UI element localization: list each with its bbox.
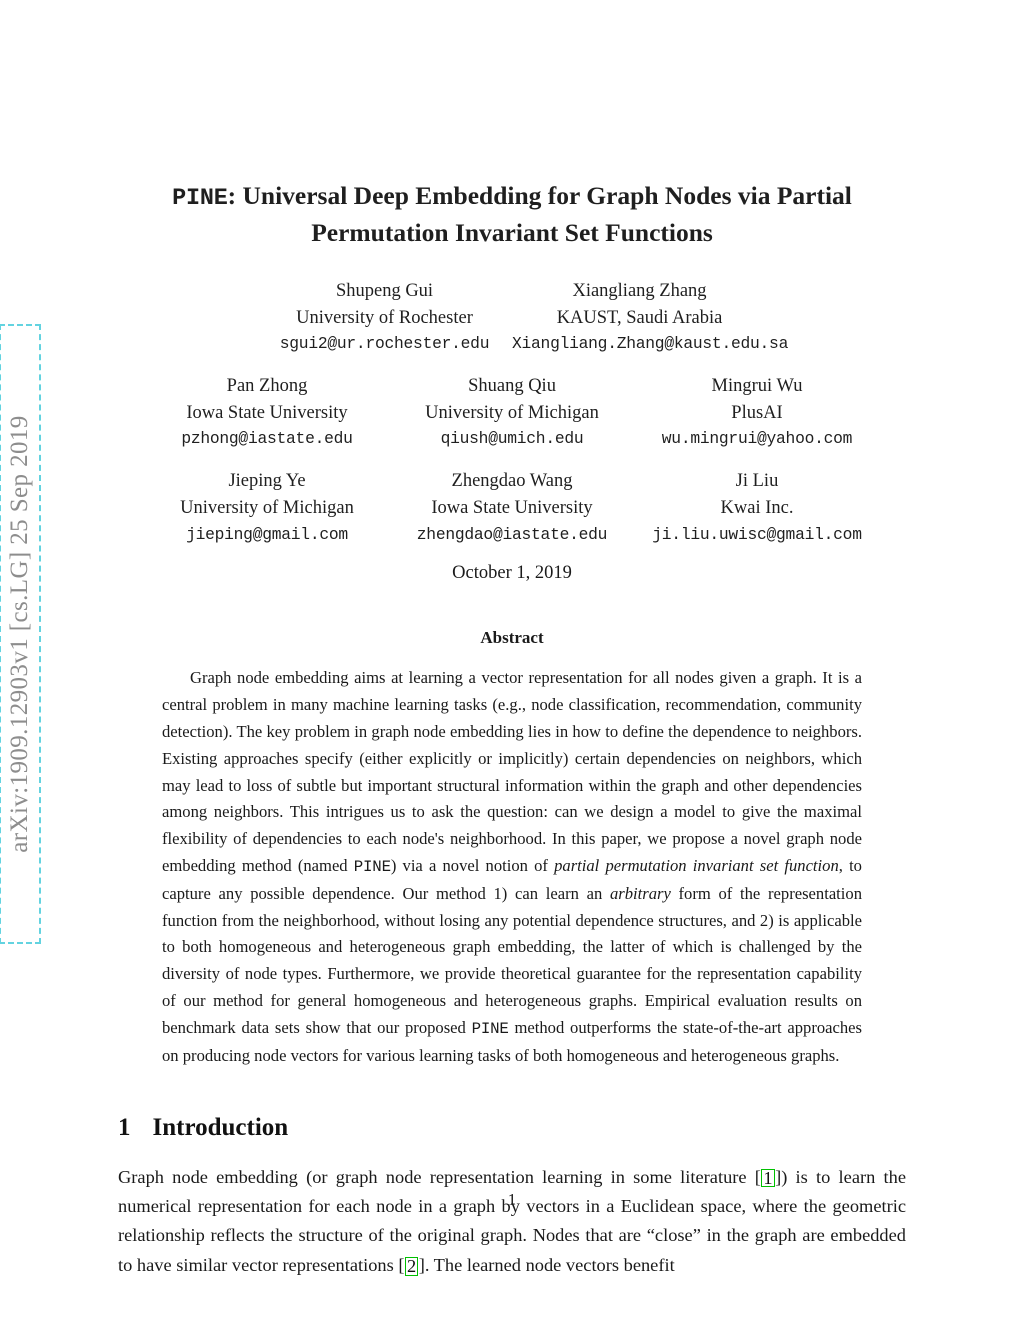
publication-date: October 1, 2019 bbox=[452, 563, 572, 584]
abstract-italic-term: arbitrary bbox=[609, 883, 671, 903]
author-entry: Shuang Qiu University of Michigan qiush@… bbox=[390, 373, 635, 451]
author-name: Pan Zhong bbox=[226, 375, 308, 396]
paper-title: PINE: Universal Deep Embedding for Graph… bbox=[118, 178, 906, 252]
author-email[interactable]: Xiangliang.Zhang@kaust.edu.sa bbox=[512, 333, 789, 353]
author-affiliation: University of Michigan bbox=[180, 498, 354, 519]
author-email[interactable]: ji.liu.uwisc@gmail.com bbox=[652, 524, 862, 544]
author-affiliation: KAUST, Saudi Arabia bbox=[556, 307, 723, 328]
author-email[interactable]: qiush@umich.edu bbox=[440, 429, 584, 449]
abstract-heading: Abstract bbox=[480, 628, 544, 648]
author-email[interactable]: jieping@gmail.com bbox=[186, 524, 348, 544]
author-name: Mingrui Wu bbox=[711, 375, 803, 396]
author-name: Shupeng Gui bbox=[335, 280, 434, 301]
author-name: Zhengdao Wang bbox=[451, 471, 573, 492]
author-entry: Zhengdao Wang Iowa State University zhen… bbox=[390, 468, 635, 546]
citation-link-1[interactable]: 1 bbox=[761, 1167, 775, 1188]
author-name: Xiangliang Zhang bbox=[572, 280, 707, 301]
author-entry: Xiangliang Zhang KAUST, Saudi Arabia Xia… bbox=[512, 278, 789, 356]
title-line1-rest: : Universal Deep Embedding for Graph Nod… bbox=[227, 181, 852, 210]
abstract-text-part: Graph node embedding aims at learning a … bbox=[162, 668, 862, 876]
paper-page: PINE: Universal Deep Embedding for Graph… bbox=[118, 0, 906, 1325]
author-block: Shupeng Gui University of Rochester sgui… bbox=[118, 278, 906, 547]
author-entry: Pan Zhong Iowa State University pzhong@i… bbox=[145, 373, 390, 451]
arxiv-identifier-stamp: arXiv:1909.12903v1 [cs.LG] 25 Sep 2019 bbox=[0, 324, 41, 944]
intro-text-part: Graph node embedding (or graph node repr… bbox=[118, 1166, 755, 1187]
intro-text-part: ) is to learn the numerical representati… bbox=[118, 1166, 906, 1275]
abstract-text-part: , to capture any possible dependence. Ou… bbox=[162, 856, 862, 903]
abstract-mono-pine: PINE bbox=[353, 858, 391, 877]
author-email[interactable]: wu.mingrui@yahoo.com bbox=[661, 429, 853, 449]
author-affiliation: University of Michigan bbox=[425, 403, 599, 424]
abstract-italic-term: partial permutation invariant set functi… bbox=[554, 856, 839, 876]
author-affiliation: Iowa State University bbox=[186, 403, 348, 424]
author-affiliation: University of Rochester bbox=[296, 307, 473, 328]
author-email[interactable]: sgui2@ur.rochester.edu bbox=[279, 333, 490, 353]
author-entry: Mingrui Wu PlusAI wu.mingrui@yahoo.com bbox=[635, 373, 880, 451]
author-affiliation: Kwai Inc. bbox=[720, 498, 794, 519]
citation-link-2[interactable]: 2 bbox=[404, 1255, 419, 1276]
author-entry: Jieping Ye University of Michigan jiepin… bbox=[145, 468, 390, 546]
section-title: Introduction bbox=[152, 1113, 289, 1141]
page-number: 1 bbox=[507, 1190, 517, 1209]
abstract-body: Graph node embedding aims at learning a … bbox=[162, 665, 862, 1069]
author-row: Shupeng Gui University of Rochester sgui… bbox=[118, 278, 906, 356]
author-affiliation: PlusAI bbox=[731, 403, 783, 424]
introduction-paragraph: Graph node embedding (or graph node repr… bbox=[118, 1166, 906, 1276]
title-line2: Permutation Invariant Set Functions bbox=[311, 218, 713, 248]
abstract-section: Abstract Graph node embedding aims at le… bbox=[118, 628, 906, 1069]
abstract-text-part: ) via a novel notion of bbox=[390, 856, 555, 876]
section-heading-introduction: 1 Introduction bbox=[118, 1114, 906, 1142]
abstract-text-part: form of the representation function from… bbox=[162, 883, 862, 1038]
author-affiliation: Iowa State University bbox=[431, 498, 593, 519]
author-name: Shuang Qiu bbox=[468, 375, 556, 396]
author-entry: Ji Liu Kwai Inc. ji.liu.uwisc@gmail.com bbox=[635, 468, 880, 546]
author-row: Pan Zhong Iowa State University pzhong@i… bbox=[118, 373, 906, 451]
author-name: Jieping Ye bbox=[228, 471, 306, 492]
intro-text-part: . The learned node vectors benefit bbox=[424, 1254, 675, 1275]
title-mono-prefix: PINE bbox=[172, 185, 228, 212]
section-number: 1 bbox=[118, 1113, 131, 1141]
author-entry: Shupeng Gui University of Rochester sgui… bbox=[257, 278, 512, 356]
author-email[interactable]: zhengdao@iastate.edu bbox=[416, 524, 608, 544]
abstract-text-part: method outperforms the state-of-the-art … bbox=[162, 1018, 862, 1065]
author-row: Jieping Ye University of Michigan jiepin… bbox=[118, 468, 906, 546]
arxiv-identifier-text: arXiv:1909.12903v1 [cs.LG] 25 Sep 2019 bbox=[6, 415, 33, 853]
abstract-mono-pine: PINE bbox=[471, 1020, 509, 1039]
author-name: Ji Liu bbox=[735, 471, 779, 492]
author-email[interactable]: pzhong@iastate.edu bbox=[181, 429, 353, 449]
